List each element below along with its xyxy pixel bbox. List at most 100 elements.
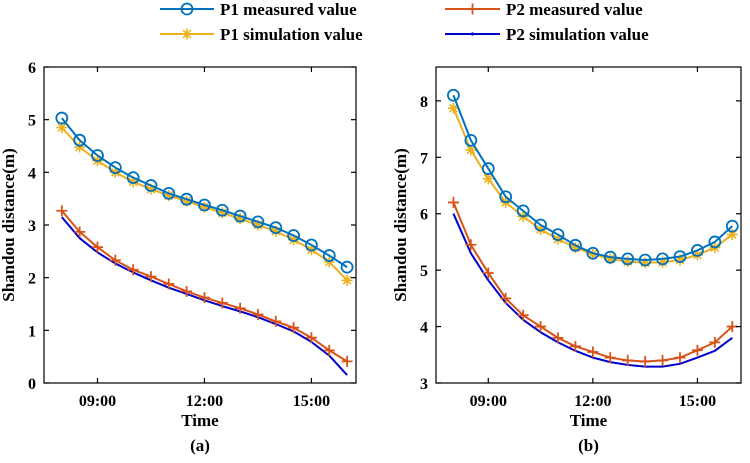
data-point-p1s bbox=[639, 257, 651, 269]
y-tick-label: 2 bbox=[28, 271, 36, 288]
data-point-p2m bbox=[535, 321, 547, 333]
legend-entry-p2m: P2 measured value bbox=[445, 0, 643, 19]
legend-entry-p1m: P1 measured value bbox=[160, 0, 357, 19]
legend-label-p1s: P1 simulation value bbox=[220, 25, 363, 44]
data-point-p2m bbox=[216, 297, 228, 309]
legend-label-p2m: P2 measured value bbox=[506, 0, 643, 19]
data-point-p1s bbox=[657, 256, 669, 268]
data-point-p2m bbox=[482, 267, 494, 279]
data-point-p1s bbox=[181, 195, 193, 207]
series-line-p2s bbox=[452, 213, 733, 368]
data-point-p1s bbox=[604, 253, 616, 265]
legend-marker-p1m bbox=[180, 2, 194, 16]
data-point-p1m bbox=[708, 235, 722, 249]
data-point-p1s bbox=[726, 229, 738, 241]
data-point-p1m bbox=[269, 221, 283, 235]
panel-caption: (b) bbox=[578, 436, 599, 455]
legend: P1 measured value P2 measured value P1 sim… bbox=[160, 0, 649, 44]
data-point-p1s bbox=[587, 248, 599, 260]
series-p1s bbox=[56, 122, 353, 286]
series-line-p1m bbox=[452, 94, 733, 261]
series-p1m bbox=[447, 88, 739, 267]
data-point-p1s bbox=[569, 242, 581, 254]
x-tick-label: 15:00 bbox=[293, 393, 330, 410]
data-point-p2m bbox=[181, 285, 193, 297]
panel-a: 0 1 2 3 4 5 6 09:00 12:00 15:00 Time (a) Shandou dis… bbox=[0, 60, 357, 455]
data-point-p1m bbox=[447, 88, 460, 102]
data-point-p1m bbox=[162, 186, 176, 200]
data-point-p1m bbox=[55, 111, 69, 125]
data-point-p1s bbox=[234, 213, 246, 225]
data-point-p2m bbox=[288, 322, 300, 334]
data-point-p2m bbox=[163, 278, 175, 290]
data-point-p2m bbox=[604, 352, 616, 364]
data-point-p1m bbox=[569, 238, 582, 252]
x-tick-label: 15:00 bbox=[679, 393, 716, 410]
data-point-p1m bbox=[144, 179, 158, 192]
y-tick-label: 4 bbox=[420, 320, 428, 337]
series-line-p1s bbox=[452, 107, 733, 264]
data-point-p1m bbox=[656, 252, 669, 266]
data-point-p1s bbox=[56, 122, 68, 134]
data-point-p1m bbox=[691, 243, 704, 257]
data-point-p1s bbox=[674, 254, 686, 266]
data-point-p1m bbox=[215, 203, 229, 217]
y-tick-label: 1 bbox=[28, 323, 36, 340]
x-tick-label: 12:00 bbox=[186, 393, 223, 410]
data-point-p2m bbox=[91, 241, 103, 253]
legend-entry-p2s: P2 simulation value bbox=[445, 25, 649, 44]
data-point-p2m bbox=[569, 340, 581, 352]
data-point-p1m bbox=[725, 219, 739, 233]
data-point-p1m bbox=[481, 162, 495, 175]
data-point-p1s bbox=[198, 201, 210, 213]
data-point-p2m bbox=[252, 309, 264, 321]
y-tick-label: 0 bbox=[28, 376, 36, 393]
y-tick-label: 5 bbox=[28, 113, 36, 130]
data-point-p2m bbox=[587, 346, 599, 358]
data-point-p2m bbox=[674, 352, 686, 364]
data-point-p2m bbox=[305, 332, 317, 344]
panel-b: 3 4 5 6 7 8 09:00 12:00 15:00 Time (b) Shandou dist… bbox=[391, 66, 742, 455]
data-point-p2m bbox=[341, 355, 353, 367]
data-point-p1m bbox=[73, 133, 87, 147]
data-point-p1m bbox=[108, 161, 122, 174]
legend-label-p1m: P1 measured value bbox=[220, 0, 357, 19]
data-point-p2m bbox=[691, 344, 703, 356]
series-line-p1m bbox=[61, 117, 348, 268]
data-point-p2m bbox=[465, 239, 477, 251]
data-point-p2m bbox=[517, 309, 529, 321]
data-point-p2m bbox=[145, 271, 157, 283]
y-tick-label: 6 bbox=[420, 207, 428, 224]
data-point-p2m bbox=[56, 205, 68, 217]
data-point-p2m bbox=[726, 321, 738, 333]
data-point-p1m bbox=[603, 250, 617, 264]
series-p1s bbox=[447, 102, 738, 269]
data-point-p1m bbox=[340, 260, 354, 274]
series-p2m bbox=[447, 196, 738, 368]
y-axis-label: Shandou distance(m) bbox=[391, 148, 410, 302]
x-axis-label: Time bbox=[181, 411, 219, 430]
series-p2s bbox=[452, 213, 733, 368]
legend-label-p2s: P2 simulation value bbox=[506, 25, 649, 44]
data-point-p1m bbox=[251, 215, 265, 229]
data-point-p1m bbox=[233, 209, 247, 223]
series-line-p2m bbox=[452, 202, 733, 363]
axes-frame bbox=[435, 66, 742, 384]
data-point-p1m bbox=[322, 249, 336, 262]
data-point-p1s bbox=[127, 176, 139, 188]
data-point-p1s bbox=[691, 249, 703, 261]
x-axis-label: Time bbox=[570, 411, 608, 430]
panel-caption: (a) bbox=[190, 436, 210, 455]
data-point-p1m bbox=[180, 192, 194, 206]
data-point-p2m bbox=[198, 292, 210, 304]
y-axis-label: Shandou distance(m) bbox=[0, 148, 18, 302]
data-point-p1m bbox=[126, 171, 140, 185]
series-p2m bbox=[56, 205, 353, 367]
data-point-p1m bbox=[305, 238, 318, 252]
y-tick-label: 3 bbox=[28, 218, 36, 235]
data-point-p1m bbox=[464, 133, 478, 147]
data-point-p1s bbox=[252, 219, 264, 231]
y-tick-label: 5 bbox=[420, 263, 428, 280]
data-point-p1m bbox=[621, 252, 635, 266]
